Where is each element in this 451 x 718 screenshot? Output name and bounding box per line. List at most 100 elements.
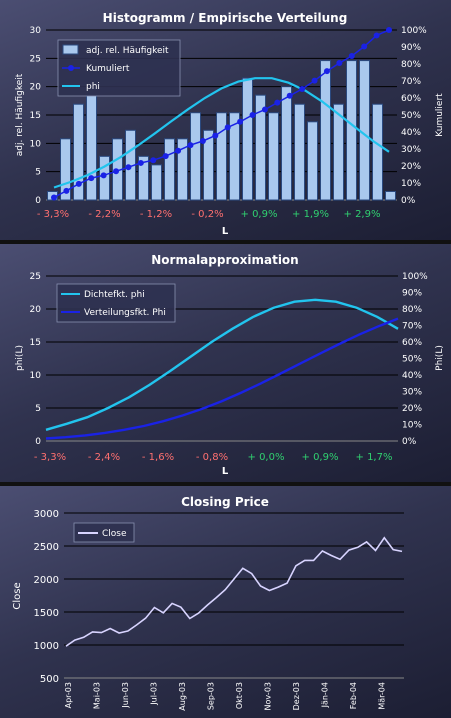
closing-price-panel: Closing Price Close 500 1000 1500 2000 2500 3… xyxy=(0,486,451,718)
y2-tick-label: 100% xyxy=(401,26,427,36)
x-tick-label: Apr-03 xyxy=(64,682,73,708)
cumulative-marker xyxy=(386,27,392,33)
closing-price-chart: Closing Price Close 500 1000 1500 2000 2500 3… xyxy=(12,495,404,711)
cumulative-marker xyxy=(175,147,182,154)
phi-line xyxy=(53,77,390,189)
y2-tick-label: 40% xyxy=(402,371,422,381)
y-axis-label: phi(L) xyxy=(15,345,25,371)
histogram-bar xyxy=(294,103,305,201)
y-tick-label: 25 xyxy=(30,54,41,64)
y-tick-label: 500 xyxy=(40,674,59,685)
y-tick-label: 25 xyxy=(30,272,41,282)
x-tick-label: Sep-03 xyxy=(207,682,216,710)
histogram-bar xyxy=(203,129,214,201)
cumulative-marker xyxy=(274,99,281,106)
y-tick-label: 2500 xyxy=(34,542,59,553)
cumulative-marker xyxy=(237,118,244,125)
legend-label: Verteilungsfkt. Phi xyxy=(84,308,166,318)
histogram-bar xyxy=(216,112,227,201)
y-axis-label: Close xyxy=(12,582,23,609)
x-tick-label: Nov-03 xyxy=(264,682,273,710)
cumulative-marker xyxy=(286,92,293,99)
y-tick-label: 10 xyxy=(30,139,42,149)
x-tick-label: + 0,9% xyxy=(241,209,278,220)
histogram-chart: Histogramm / Empirische Verteilung adj. … xyxy=(15,11,445,237)
x-tick-label: Aug-03 xyxy=(178,682,187,711)
x-tick-label: - 1,2% xyxy=(140,209,172,220)
y-tick-label: 20 xyxy=(30,83,42,93)
legend-label: phi xyxy=(86,82,100,92)
cumulative-marker xyxy=(311,77,318,84)
y2-tick-label: 90% xyxy=(401,43,421,53)
y-tick-label: 15 xyxy=(30,338,41,348)
panel-divider xyxy=(0,240,451,244)
legend-swatch-bar xyxy=(62,44,79,55)
y-tick-label: 0 xyxy=(35,437,41,447)
histogram-bar xyxy=(346,60,357,201)
legend-label: adj. rel. Häufigkeit xyxy=(86,46,169,56)
cumulative-marker xyxy=(212,132,219,139)
x-tick-label: Mai-03 xyxy=(93,682,102,709)
x-tick-label: Jän-04 xyxy=(321,682,330,708)
x-axis-label: L xyxy=(222,466,229,477)
y2-tick-label: 50% xyxy=(401,111,421,121)
x-tick-label: Okt-03 xyxy=(235,682,244,709)
y2-tick-label: 0% xyxy=(401,196,416,206)
histogram-panel: Histogramm / Empirische Verteilung adj. … xyxy=(0,0,451,240)
legend-label: Close xyxy=(102,529,127,539)
x-tick-label: + 2,9% xyxy=(344,209,381,220)
x-tick-label: - 2,4% xyxy=(88,452,120,463)
y-tick-label: 30 xyxy=(30,26,42,36)
histogram-bar xyxy=(229,112,240,201)
chart-title: Normalapproximation xyxy=(151,253,298,267)
x-tick-label: Jun-03 xyxy=(121,682,130,709)
cumulative-marker xyxy=(100,172,107,179)
histogram-bar xyxy=(372,103,383,201)
y-tick-label: 1500 xyxy=(34,608,59,619)
y2-axis-label: Phi(L) xyxy=(435,345,445,371)
y2-tick-label: 20% xyxy=(401,162,421,172)
x-tick-label: - 2,2% xyxy=(88,209,120,220)
histogram-bar xyxy=(242,77,253,201)
y2-tick-label: 50% xyxy=(402,355,422,365)
y-axis-label: adj. rel. Häufigkeit xyxy=(15,73,25,156)
cumulative-marker xyxy=(299,85,306,92)
y2-tick-label: 70% xyxy=(401,77,421,87)
y2-tick-label: 80% xyxy=(401,60,421,70)
histogram-bar xyxy=(164,138,175,201)
y2-axis-label: Kumuliert xyxy=(435,93,445,137)
cumulative-marker xyxy=(336,59,343,66)
y-tick-label: 20 xyxy=(30,305,42,315)
y-tick-label: 3000 xyxy=(34,509,59,520)
y2-tick-label: 100% xyxy=(402,272,428,282)
x-tick-label: - 3,3% xyxy=(37,209,69,220)
y-tick-label: 15 xyxy=(30,111,41,121)
y-tick-label: 10 xyxy=(30,371,42,381)
y2-tick-label: 0% xyxy=(402,437,417,447)
x-tick-label: + 1,9% xyxy=(292,209,329,220)
x-tick-label: + 0,0% xyxy=(248,452,285,463)
cumulative-line xyxy=(53,29,390,199)
normal-approx-chart: Normalapproximation phi(L) Phi(L) L 0 5 10… xyxy=(15,253,445,477)
x-tick-label: - 0,8% xyxy=(196,452,228,463)
cumulative-marker xyxy=(162,153,169,160)
histogram-bar xyxy=(86,94,97,201)
cumulative-marker xyxy=(150,157,157,164)
y2-tick-label: 10% xyxy=(402,421,422,431)
normal-approx-panel: Normalapproximation phi(L) Phi(L) L 0 5 10… xyxy=(0,244,451,482)
legend-box xyxy=(73,522,135,543)
cumulative-marker xyxy=(323,68,330,75)
histogram-bar xyxy=(320,60,331,201)
y-tick-label: 5 xyxy=(35,404,41,414)
legend-label: Kumuliert xyxy=(86,64,130,74)
histogram-bar xyxy=(281,86,292,201)
histogram-bar xyxy=(359,60,370,201)
cumulative-marker xyxy=(51,194,57,201)
y-tick-label: 5 xyxy=(35,168,41,178)
y2-tick-label: 20% xyxy=(402,404,422,414)
legend-swatch-marker xyxy=(68,65,74,71)
cumulative-marker xyxy=(348,53,355,60)
cumulative-marker xyxy=(373,32,380,39)
histogram-bar xyxy=(151,164,162,201)
y-tick-label: 0 xyxy=(35,196,41,206)
